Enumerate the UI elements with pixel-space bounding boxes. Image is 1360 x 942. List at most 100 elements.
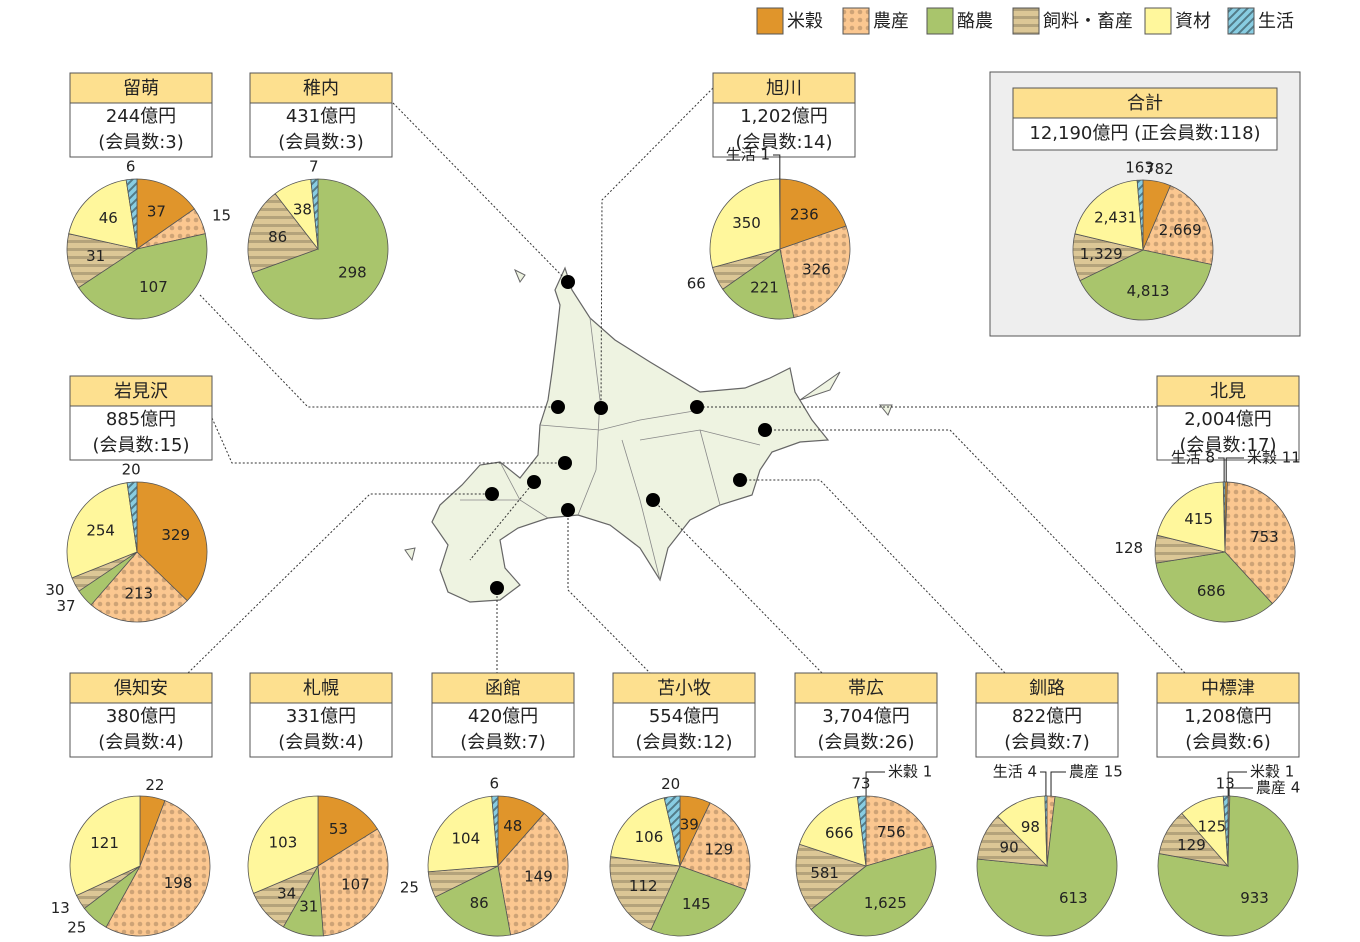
pie-slice (1156, 481, 1226, 553)
pie-slice (78, 233, 208, 320)
region-info: 3,704億円 (822, 706, 910, 727)
pie-slice (434, 865, 512, 937)
legend-swatch (842, 7, 870, 35)
region-info: 244億円 (106, 106, 176, 127)
region-info-box (712, 102, 856, 158)
legend-swatch (926, 7, 954, 35)
pie-slice (66, 233, 139, 289)
value-label: 22 (145, 776, 164, 794)
region-info: (会員数:17) (1179, 435, 1276, 456)
value-label: 2,431 (1094, 209, 1137, 227)
value-label: 415 (1184, 510, 1213, 528)
region-header (1156, 672, 1300, 704)
value-label: 39 (680, 816, 699, 834)
pie-slice (69, 795, 141, 897)
legend-label: 農産 (873, 11, 909, 32)
value-label: 129 (705, 841, 734, 859)
value-label: 104 (452, 829, 481, 847)
pie-slice (251, 178, 389, 320)
region-info: 885億円 (106, 409, 176, 430)
region-info: 2,004億円 (1184, 409, 1272, 430)
region-info: (会員数:3) (278, 132, 364, 153)
value-label: 生活 4 (993, 763, 1037, 781)
region-header (69, 375, 213, 407)
region-info-box (249, 102, 393, 158)
region-title: 合計 (1127, 93, 1163, 114)
leader-line (865, 771, 885, 796)
value-label: 6 (490, 775, 500, 793)
region-info: 12,190億円 (正会員数:118) (1029, 123, 1260, 144)
region-info-box (1156, 702, 1300, 758)
region-title: 釧路 (1029, 678, 1065, 699)
value-label: 25 (67, 919, 86, 937)
pie-slice (126, 481, 138, 553)
pie-slice (1224, 481, 1296, 605)
region-info: 554億円 (649, 706, 719, 727)
value-label: 13 (1216, 775, 1235, 793)
value-label: 4,813 (1127, 282, 1170, 300)
value-label: 98 (1021, 818, 1040, 836)
region-header (69, 72, 213, 104)
region-info-box (431, 702, 575, 758)
pie-slice (609, 856, 681, 931)
legend-label: 生活 (1258, 11, 1294, 32)
region-info: (会員数:3) (98, 132, 184, 153)
region-title: 旭川 (766, 78, 802, 99)
value-label: 103 (269, 833, 298, 851)
value-label: 198 (164, 874, 193, 892)
region-info: (会員数:12) (635, 732, 732, 753)
pie-slice (491, 795, 499, 867)
value-label: 38 (293, 201, 312, 219)
value-label: 25 (400, 878, 419, 896)
region-info-box (975, 702, 1119, 758)
value-label: 107 (139, 278, 168, 296)
value-label: 86 (470, 894, 489, 912)
region-title: 倶知安 (114, 678, 168, 699)
legend-swatch (1144, 7, 1172, 35)
value-label: 37 (56, 597, 75, 615)
pie-slice (427, 795, 499, 873)
map-dots (485, 275, 772, 595)
pie-slice (66, 482, 138, 579)
value-label: 20 (661, 775, 680, 793)
region-info: 331億円 (286, 706, 356, 727)
pie-slice (798, 796, 867, 867)
value-label: 66 (687, 274, 706, 292)
value-label: 125 (1198, 818, 1227, 836)
value-label: 254 (86, 521, 115, 539)
value-label: 106 (635, 828, 664, 846)
region-header (249, 672, 393, 704)
value-label: 298 (338, 264, 367, 282)
region-info: (会員数:7) (460, 732, 546, 753)
region-header (612, 672, 756, 704)
region-title: 岩見沢 (114, 381, 168, 402)
value-label: 1,625 (864, 894, 907, 912)
legend-swatch (1012, 7, 1040, 35)
pie-slice (317, 795, 379, 867)
region-info: (会員数:7) (1004, 732, 1090, 753)
value-label: 6 (126, 158, 136, 176)
region-info: 420億円 (468, 706, 538, 727)
region-info: (会員数:26) (817, 732, 914, 753)
value-label: 48 (503, 817, 522, 835)
region-info: (会員数:15) (92, 435, 189, 456)
region-title: 帯広 (848, 678, 884, 699)
region-info: (会員数:14) (735, 132, 832, 153)
pie-slice (310, 178, 319, 250)
value-label: 34 (277, 884, 296, 902)
region-info: 380億円 (106, 706, 176, 727)
region-info: 1,208億円 (1184, 706, 1272, 727)
value-label: 農産 15 (1069, 763, 1123, 781)
region-title: 函館 (485, 678, 521, 699)
region-info-box (69, 702, 213, 758)
pie-slice (722, 248, 795, 320)
value-label: 163 (1125, 159, 1154, 177)
region-header (1156, 375, 1300, 407)
pie-slice (709, 178, 781, 268)
region-info: 822億円 (1012, 706, 1082, 727)
value-label: 329 (161, 526, 190, 544)
value-label: 53 (329, 820, 348, 838)
pie-slice (1155, 551, 1273, 623)
value-label: 613 (1059, 889, 1088, 907)
